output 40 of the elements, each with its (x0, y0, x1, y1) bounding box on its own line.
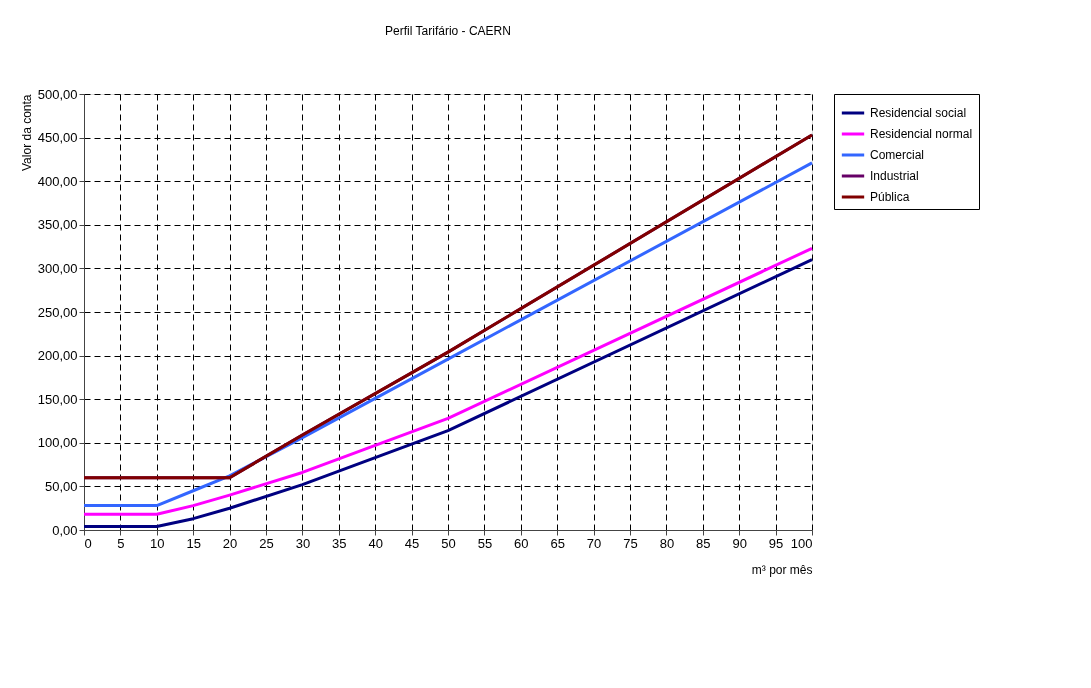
x-tick-label: 25 (259, 535, 274, 551)
y-tick-label: 150,00 (37, 391, 78, 407)
legend-label: Residencial normal (870, 127, 973, 141)
x-tick-label: 50 (441, 535, 456, 551)
x-tick-label: 70 (586, 535, 602, 551)
y-tick-label: 100,00 (37, 435, 78, 451)
x-tick-label: 30 (295, 535, 311, 551)
y-tick-label: 300,00 (37, 260, 78, 276)
x-tick-label: 90 (732, 535, 747, 551)
x-tick-label: 15 (186, 535, 201, 551)
y-tick-label: 500,00 (37, 86, 78, 102)
y-tick-label: 0,00 (52, 522, 78, 538)
x-tick-label: 75 (623, 535, 638, 551)
x-axis-title: m³ por mês (751, 562, 813, 577)
x-tick-label: 0 (84, 535, 92, 551)
x-tick-label: 85 (696, 535, 711, 551)
x-tick-label: 45 (404, 535, 420, 551)
y-tick-label: 350,00 (37, 217, 78, 233)
legend-label: Industrial (870, 169, 919, 183)
legend-label: Pública (870, 190, 910, 204)
x-tick-label: 60 (514, 535, 529, 551)
chart-title: Perfil Tarifário - CAERN (385, 24, 511, 38)
x-tick-label: 20 (222, 535, 238, 551)
x-tick-label: 5 (117, 535, 125, 551)
x-tick-label: 95 (768, 535, 784, 551)
y-tick-label: 250,00 (37, 304, 78, 320)
x-tick-label: 80 (659, 535, 675, 551)
y-tick-label: 450,00 (37, 130, 78, 146)
x-tick-label: 40 (368, 535, 383, 551)
y-tick-label: 50,00 (44, 478, 78, 494)
y-axis-title: Valor da conta (19, 94, 34, 171)
x-tick-label: 10 (150, 535, 165, 551)
legend-label: Residencial social (870, 106, 967, 120)
x-tick-label: 100 (790, 535, 813, 551)
x-tick-label: 55 (477, 535, 493, 551)
x-tick-label: 35 (332, 535, 347, 551)
y-tick-label: 200,00 (37, 348, 78, 364)
x-tick-label: 65 (550, 535, 565, 551)
y-tick-label: 400,00 (37, 173, 78, 189)
legend-label: Comercial (870, 148, 925, 162)
